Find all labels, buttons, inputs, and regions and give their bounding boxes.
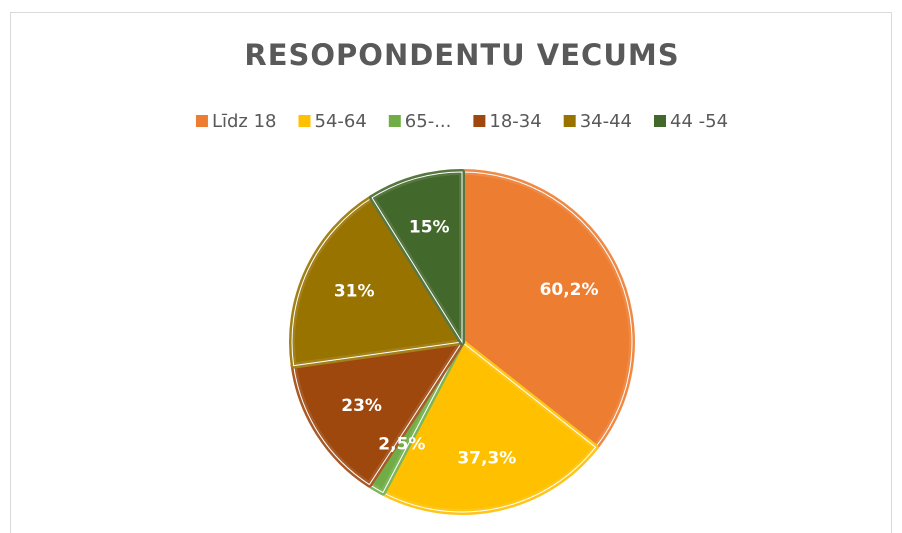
legend-text: 44 -54: [670, 111, 728, 132]
data-label: 60,2%: [540, 280, 599, 300]
slice-edge: [382, 341, 597, 513]
legend-item: 54-64: [298, 111, 367, 132]
legend-item: Līdz 18: [195, 111, 277, 132]
legend: Līdz 18 54-64 65-... 18-34 34-44 44 -54: [195, 111, 728, 132]
legend-text: 65-...: [405, 111, 452, 132]
slice-edge: [291, 197, 463, 367]
legend-text: 34-44: [580, 111, 632, 132]
legend-item: 44 -54: [654, 111, 728, 132]
legend-text: 54-64: [314, 111, 366, 132]
legend-text: Līdz 18: [212, 111, 277, 132]
data-label: 2,5%: [378, 435, 425, 455]
chart-title: RESOPONDENTU VECUMS: [244, 38, 679, 72]
data-label: 15%: [409, 218, 450, 238]
legend-swatch: [195, 115, 208, 127]
data-label: 37,3%: [457, 448, 516, 468]
chart-border: [10, 12, 892, 533]
legend-text: 18-34: [489, 111, 541, 132]
legend-swatch: [388, 115, 401, 127]
legend-swatch: [563, 115, 576, 127]
slice-edge: [461, 171, 633, 448]
slice-edge: [293, 341, 464, 486]
pie: 60,2% 37,3% 2,5% 23% 31% 15%: [289, 169, 635, 515]
legend-swatch: [473, 115, 486, 127]
legend-item: 34-44: [563, 111, 632, 132]
slice-edge: [371, 171, 463, 344]
legend-swatch: [654, 115, 667, 127]
legend-item: 18-34: [473, 111, 542, 132]
data-label: 31%: [334, 282, 375, 302]
data-label: 23%: [341, 396, 382, 416]
legend-swatch: [298, 115, 311, 127]
legend-item: 65-...: [388, 111, 452, 132]
